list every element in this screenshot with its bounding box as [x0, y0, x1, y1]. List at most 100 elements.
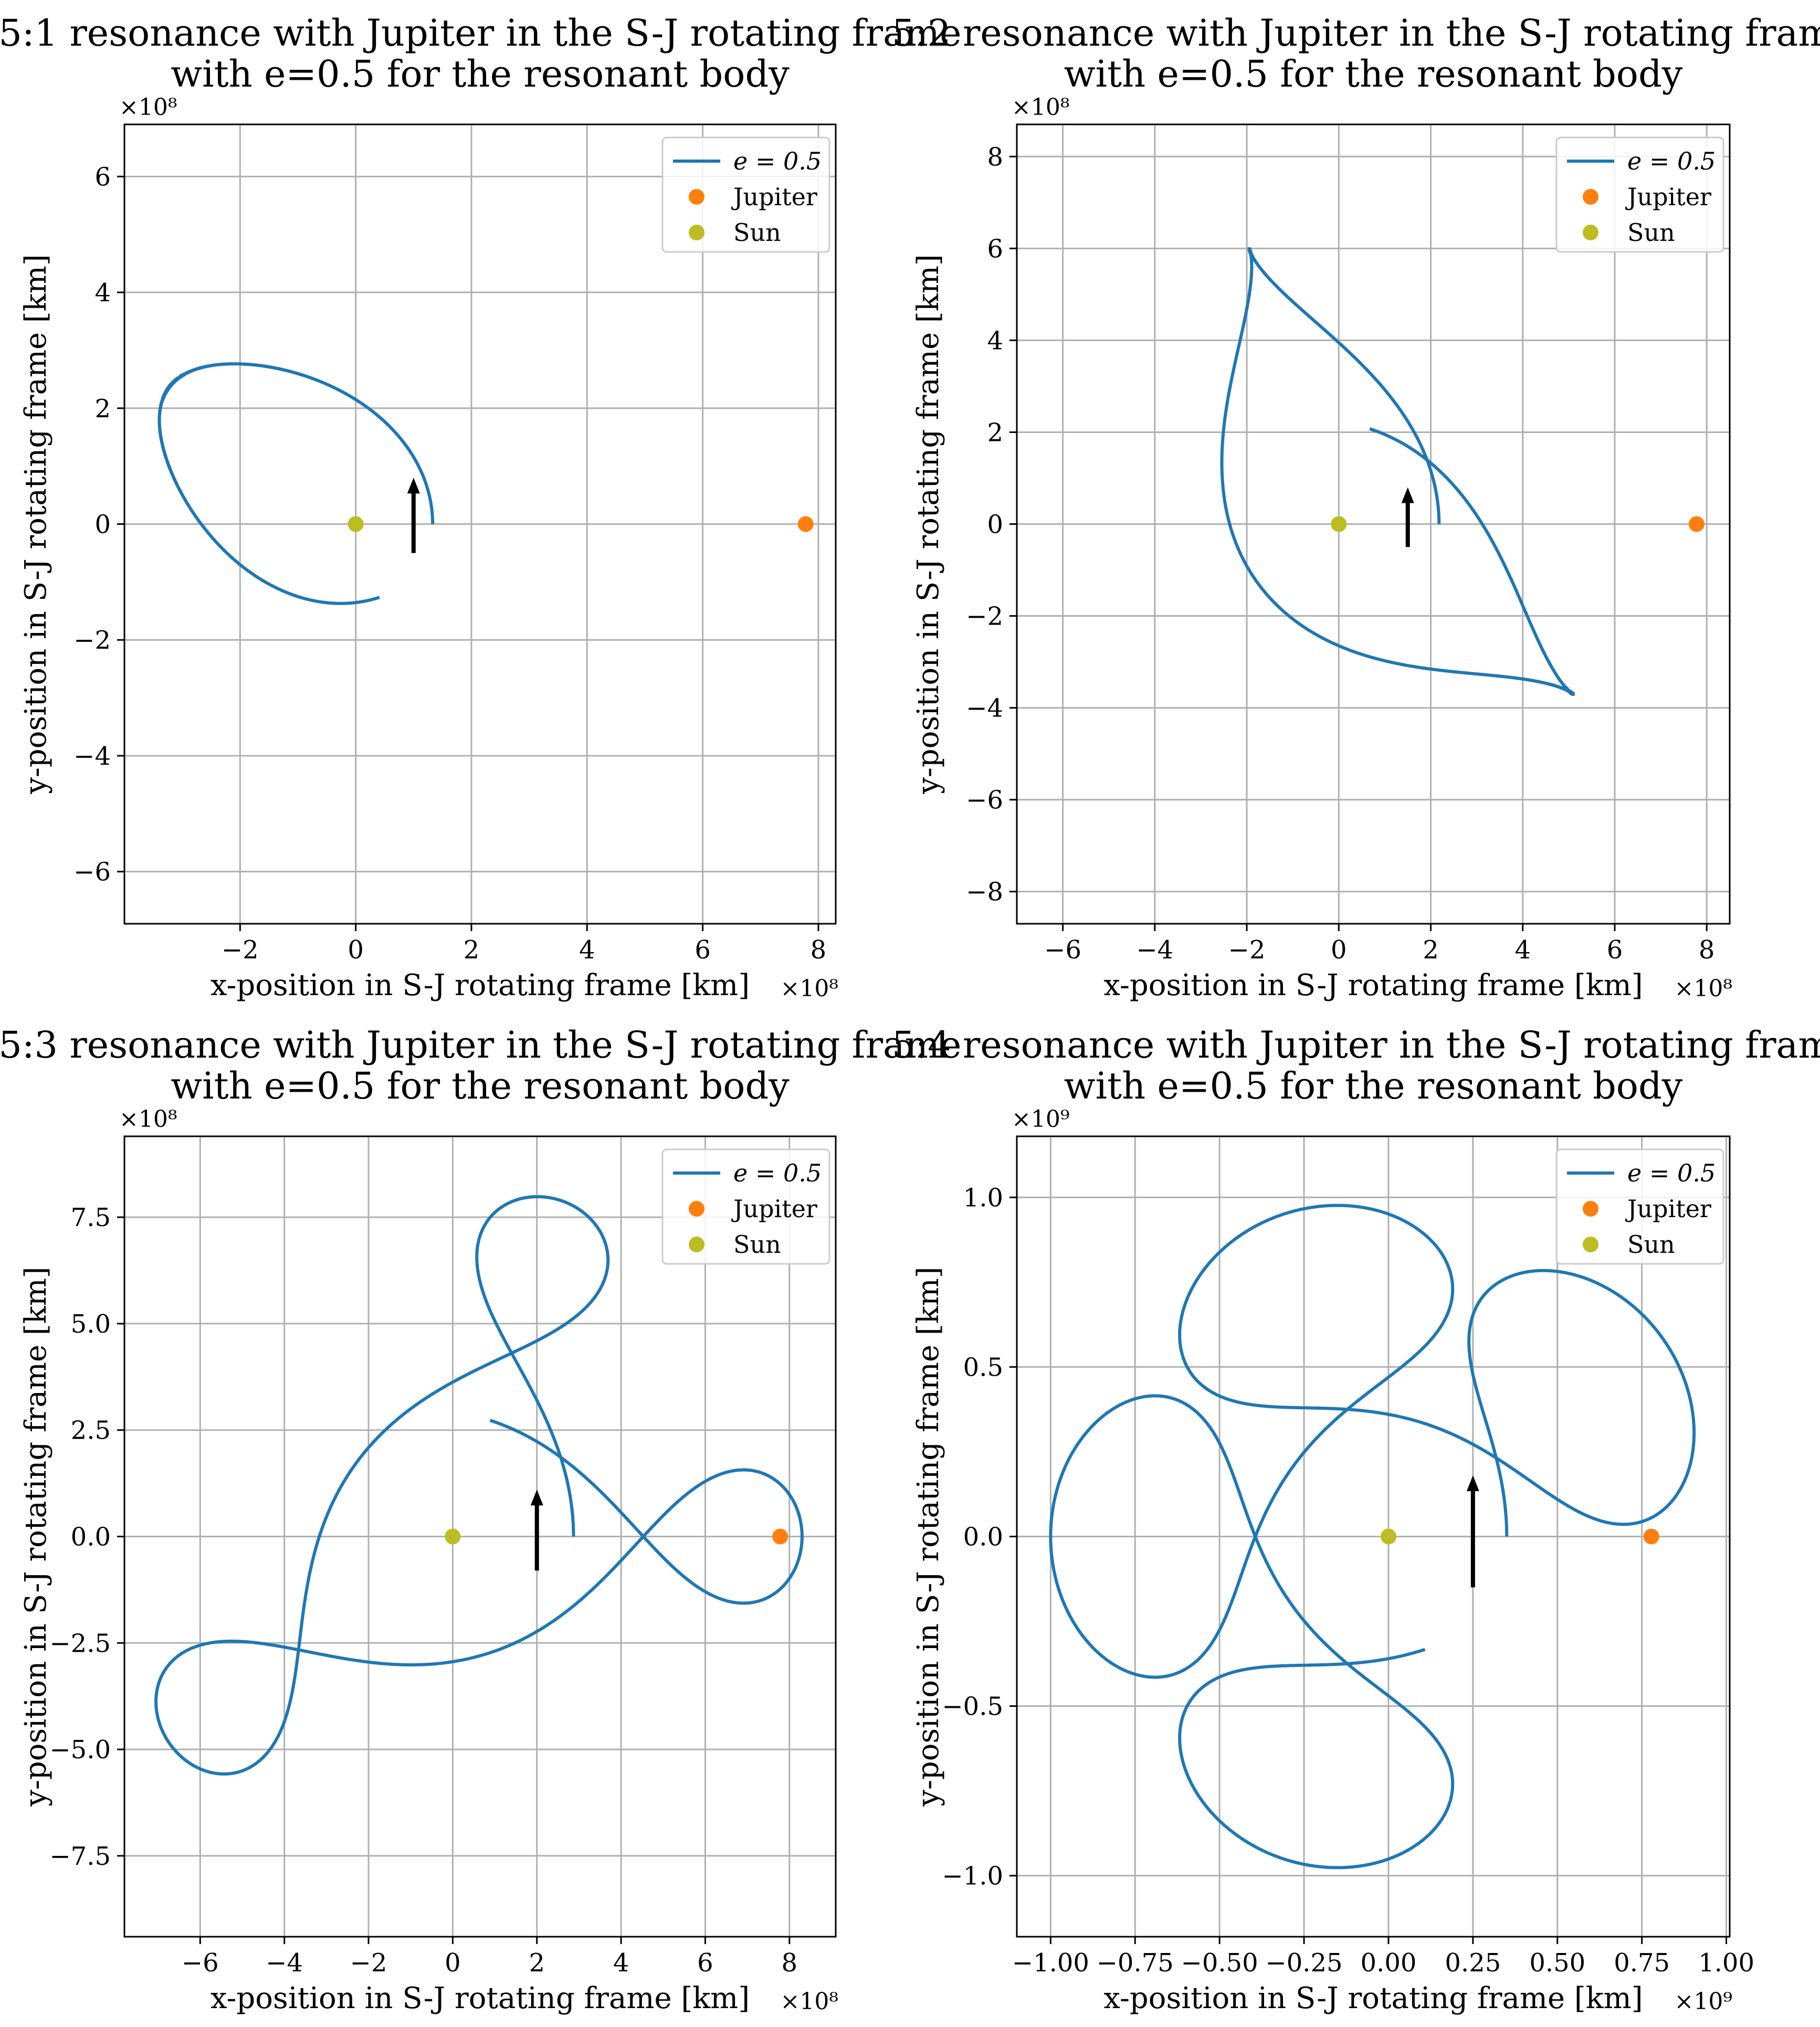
- x-offset-label: ×10⁹: [1675, 1988, 1733, 2015]
- legend-jupiter-swatch: [689, 189, 704, 205]
- x-tick-label: −6: [182, 1948, 219, 1978]
- y-tick-label: 2.5: [71, 1416, 111, 1445]
- jupiter-point: [772, 1528, 788, 1545]
- y-tick-label: −4: [73, 742, 111, 771]
- y-tick-label: 6: [94, 162, 111, 192]
- legend-box: [1555, 1148, 1724, 1265]
- sun-point: [445, 1528, 461, 1545]
- y-axis-label: y-position in S-J rotating frame [km]: [19, 254, 53, 794]
- y-tick-label: −1.0: [942, 1862, 1003, 1891]
- y-tick-label: 0.0: [71, 1523, 111, 1552]
- x-tick-label: −4: [1136, 935, 1173, 965]
- x-tick-label: 2: [1423, 935, 1439, 965]
- y-axis-label: y-position in S-J rotating frame [km]: [911, 254, 945, 794]
- sun-point: [1380, 1528, 1396, 1545]
- x-axis-label: x-position in S-J rotating frame [km]: [211, 1981, 750, 2015]
- legend-sun-label: Sun: [1627, 1230, 1675, 1259]
- orbit-line: [1220, 247, 1575, 696]
- x-tick-label: 0.75: [1614, 1948, 1670, 1978]
- x-offset-label: ×10⁸: [781, 975, 839, 1002]
- orbit-line: [157, 362, 435, 605]
- velocity-arrow-head: [407, 478, 420, 494]
- x-tick-label: −1.00: [1012, 1948, 1089, 1978]
- y-offset-label: ×10⁸: [119, 1106, 177, 1133]
- x-tick-label: −4: [266, 1948, 303, 1978]
- x-tick-label: −0.25: [1266, 1948, 1343, 1978]
- y-tick-label: −0.5: [942, 1692, 1003, 1722]
- legend-jupiter-swatch: [689, 1201, 704, 1217]
- y-tick-label: 1.0: [963, 1183, 1003, 1212]
- y-tick-label: 7.5: [71, 1203, 111, 1232]
- x-axis-label: x-position in S-J rotating frame [km]: [1103, 1981, 1643, 2015]
- velocity-arrow-head: [1466, 1475, 1479, 1492]
- jupiter-point: [797, 516, 814, 532]
- legend-orbit-label: e = 0.5: [733, 1159, 822, 1187]
- legend-jupiter-swatch: [1583, 189, 1598, 205]
- x-tick-label: −2: [222, 935, 259, 965]
- legend-box: [661, 136, 830, 253]
- x-tick-label: 2: [464, 935, 480, 965]
- x-tick-label: 0.00: [1361, 1948, 1417, 1978]
- x-tick-label: −0.50: [1181, 1948, 1258, 1978]
- y-offset-label: ×10⁸: [1012, 94, 1070, 121]
- legend: e = 0.5 Jupiter Sun: [661, 1148, 830, 1265]
- x-tick-label: 0: [348, 935, 364, 965]
- legend-sun-label: Sun: [733, 218, 781, 247]
- x-axis-label: x-position in S-J rotating frame [km]: [211, 968, 750, 1002]
- y-tick-label: −4: [966, 694, 1003, 723]
- y-axis-label: y-position in S-J rotating frame [km]: [19, 1266, 53, 1807]
- chart-title: 5:4 resonance with Jupiter in the S-J ro…: [892, 1023, 1820, 1067]
- x-tick-label: 0: [1331, 935, 1347, 965]
- y-tick-label: −5.0: [49, 1735, 111, 1765]
- legend-sun-swatch: [689, 225, 704, 240]
- legend-jupiter-label: Jupiter: [731, 1195, 817, 1223]
- y-tick-label: 5.0: [71, 1310, 111, 1339]
- subplot-2: −6 −4 −2 0 2 4 6 8 −8 −6 −4 −2 0 2 4 6 8 ×10⁸ ×10⁸ x-positi…: [892, 12, 1820, 1002]
- x-tick-label: −6: [1044, 935, 1081, 965]
- legend-orbit-label: e = 0.5: [733, 147, 822, 175]
- x-tick-label: 6: [697, 1948, 713, 1978]
- orbit-line: [1049, 1203, 1696, 1870]
- x-tick-label: 8: [1699, 935, 1715, 965]
- y-tick-label: 6: [987, 234, 1003, 263]
- y-tick-label: −2: [73, 626, 111, 655]
- legend: e = 0.5 Jupiter Sun: [1555, 1148, 1724, 1265]
- y-offset-label: ×10⁹: [1012, 1106, 1070, 1133]
- y-tick-label: 0.5: [963, 1353, 1003, 1382]
- orbit-line: [154, 1195, 804, 1776]
- chart-title: with e=0.5 for the resonant body: [171, 1064, 790, 1107]
- legend: e = 0.5 Jupiter Sun: [661, 136, 830, 253]
- x-tick-label: 1.00: [1698, 1948, 1754, 1978]
- x-offset-label: ×10⁸: [781, 1988, 839, 2015]
- x-tick-label: 2: [529, 1948, 545, 1978]
- x-tick-label: 8: [782, 1948, 798, 1978]
- x-axis-label: x-position in S-J rotating frame [km]: [1103, 968, 1643, 1002]
- sun-point: [348, 516, 364, 532]
- y-tick-label: −6: [966, 786, 1003, 815]
- jupiter-point: [1688, 516, 1705, 532]
- x-tick-label: 0.25: [1445, 1948, 1501, 1978]
- legend-jupiter-label: Jupiter: [731, 183, 817, 211]
- y-tick-label: −7.5: [49, 1842, 111, 1871]
- x-tick-label: 0.50: [1529, 1948, 1585, 1978]
- velocity-arrow-head: [1401, 487, 1414, 503]
- x-tick-label: 0: [445, 1948, 461, 1978]
- y-tick-label: −8: [966, 878, 1003, 907]
- y-tick-label: 4: [987, 326, 1003, 355]
- y-axis-label: y-position in S-J rotating frame [km]: [911, 1266, 945, 1807]
- y-tick-label: −2: [966, 602, 1003, 631]
- y-tick-label: −2.5: [49, 1629, 111, 1658]
- subplot-3: −6 −4 −2 0 2 4 6 8 −7.5 −5.0 −2.5 0.0 2.5 5.0 7.5 ×10⁸ ×…: [0, 1023, 962, 2015]
- x-tick-label: −0.75: [1097, 1948, 1174, 1978]
- legend-sun-label: Sun: [1627, 218, 1675, 247]
- x-tick-label: −2: [350, 1948, 387, 1978]
- x-tick-label: −2: [1228, 935, 1266, 965]
- x-tick-label: 4: [579, 935, 595, 965]
- legend-sun-label: Sun: [733, 1230, 781, 1259]
- y-tick-label: 0: [94, 510, 111, 540]
- chart-title: with e=0.5 for the resonant body: [171, 52, 790, 96]
- legend-orbit-label: e = 0.5: [1627, 147, 1716, 175]
- chart-title: 5:1 resonance with Jupiter in the S-J ro…: [0, 12, 962, 55]
- x-tick-label: 6: [1607, 935, 1623, 965]
